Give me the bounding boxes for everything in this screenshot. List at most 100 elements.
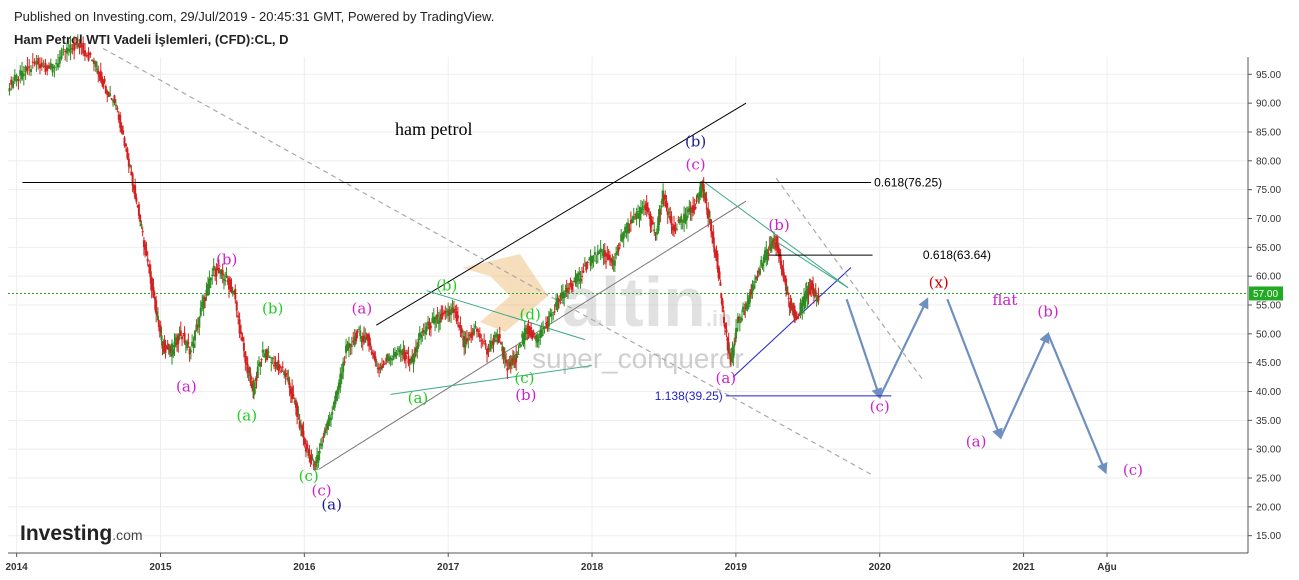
price-candle-body xyxy=(337,382,340,391)
price-candle-body xyxy=(209,277,212,281)
price-candle-body xyxy=(369,343,372,347)
price-candle-body xyxy=(237,315,240,318)
price-candle-body xyxy=(546,321,549,328)
price-candle-body xyxy=(194,330,197,341)
price-candle-body xyxy=(126,148,129,159)
price-candle-body xyxy=(460,328,463,333)
price-candle-body xyxy=(575,273,578,282)
price-candle-body xyxy=(37,58,40,65)
price-candle-body xyxy=(577,274,580,281)
price-candle-body xyxy=(607,256,610,260)
price-candle-body xyxy=(85,55,88,57)
price-candle-body xyxy=(659,211,662,214)
price-candle-body xyxy=(418,332,421,337)
price-candle-body xyxy=(379,366,382,370)
price-candle-body xyxy=(49,63,52,69)
price-candle-body xyxy=(687,209,690,213)
price-candle-body xyxy=(403,351,406,361)
price-candle-body xyxy=(129,165,132,167)
price-candle-body xyxy=(264,353,267,358)
price-candle-body xyxy=(439,316,442,323)
price-candle-body xyxy=(65,47,68,54)
price-candle-body xyxy=(378,368,381,370)
price-candle-body xyxy=(412,354,415,365)
price-candle-body xyxy=(517,353,520,355)
price-candle-body xyxy=(287,377,290,383)
price-candle-body xyxy=(463,336,466,348)
forecast-arrow xyxy=(1047,333,1108,475)
price-candle-body xyxy=(246,364,249,374)
price-candle-body xyxy=(758,268,761,275)
price-candle-body xyxy=(173,341,176,347)
price-candle-body xyxy=(722,306,725,309)
price-candle-body xyxy=(198,317,201,328)
price-candle-body xyxy=(642,206,645,208)
y-tick-label: 95.00 xyxy=(1256,70,1281,81)
fib-level-label: 0.618(63.64) xyxy=(923,248,991,262)
price-candle-body xyxy=(254,386,257,388)
price-candle-body xyxy=(684,215,687,221)
price-candle-body xyxy=(511,358,514,362)
price-candle-body xyxy=(220,269,223,275)
price-candle-body xyxy=(110,98,113,100)
price-candle-body xyxy=(761,263,764,267)
price-candle-body xyxy=(402,348,405,355)
price-candle-body xyxy=(388,356,391,362)
price-candle-body xyxy=(389,357,392,359)
price-candle-body xyxy=(555,302,558,307)
price-candle-body xyxy=(711,231,714,235)
price-candle-body xyxy=(523,328,526,341)
price-candle-body xyxy=(516,355,519,358)
y-tick-label: 35.00 xyxy=(1256,416,1281,427)
price-candle-body xyxy=(233,290,236,294)
price-candle-body xyxy=(708,218,711,224)
price-candle-body xyxy=(226,280,229,283)
price-candle-body xyxy=(139,214,142,222)
price-candle-body xyxy=(248,371,251,373)
price-candle-body xyxy=(398,349,401,353)
price-candle-body xyxy=(214,275,217,277)
price-candle-body xyxy=(745,303,748,308)
price-candle-body xyxy=(425,326,428,332)
price-candle-body xyxy=(140,223,143,226)
price-candle-body xyxy=(178,333,181,340)
x-tick-label: 2018 xyxy=(581,562,604,573)
price-candle-body xyxy=(114,104,117,107)
price-candle-body xyxy=(605,261,608,263)
price-candle-body xyxy=(374,356,377,362)
fib-level-label: 1.138(39.25) xyxy=(655,389,723,403)
price-candle-body xyxy=(227,278,230,290)
price-candle-body xyxy=(515,353,518,363)
y-tick-label: 45.00 xyxy=(1256,358,1281,369)
price-candle-body xyxy=(316,455,319,463)
price-candle-body xyxy=(92,60,95,64)
price-candle-body xyxy=(62,48,65,51)
price-candle-body xyxy=(491,342,494,346)
price-candle-body xyxy=(225,275,228,277)
price-candle-body xyxy=(183,332,186,343)
price-candle-body xyxy=(353,336,356,346)
price-candle-body xyxy=(657,215,660,231)
price-candle-body xyxy=(474,326,477,328)
price-candle-body xyxy=(521,333,524,338)
price-candle-body xyxy=(739,318,742,320)
watermark-logo-mark xyxy=(462,254,548,332)
price-candle-body xyxy=(283,371,286,376)
price-candle-body xyxy=(170,343,173,357)
wave-label: (b) xyxy=(685,132,706,150)
price-candle-body xyxy=(488,348,491,351)
price-candle-body xyxy=(293,401,296,403)
price-candle-body xyxy=(660,205,663,208)
price-candle-body xyxy=(294,400,297,408)
x-tick-label: 2019 xyxy=(725,562,748,573)
price-candle-body xyxy=(507,362,510,365)
price-candle-body xyxy=(653,229,656,232)
y-tick-label: 60.00 xyxy=(1256,272,1281,283)
price-candle-body xyxy=(705,198,708,202)
price-candle-body xyxy=(817,294,820,302)
price-candle-body xyxy=(618,244,621,246)
price-candle-body xyxy=(244,351,247,363)
price-candle-body xyxy=(477,330,480,332)
price-candle-body xyxy=(163,341,166,352)
